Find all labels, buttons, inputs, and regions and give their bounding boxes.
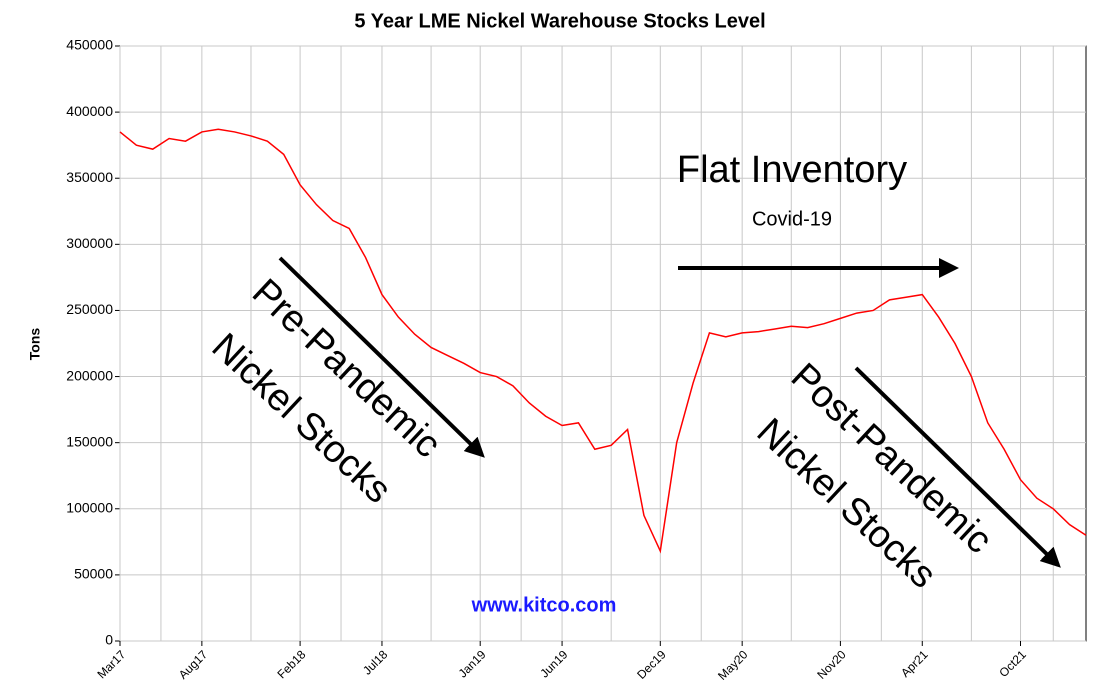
x-tick-label: Apr21 bbox=[898, 647, 931, 680]
y-tick-label: 0 bbox=[105, 632, 113, 648]
x-tick-label: Jan19 bbox=[456, 647, 489, 680]
x-tick-label: Mar17 bbox=[94, 647, 128, 681]
arrow bbox=[278, 256, 485, 458]
y-tick-label: 450000 bbox=[66, 37, 113, 53]
x-tick-label: Jul18 bbox=[360, 647, 390, 677]
y-tick-label: 150000 bbox=[66, 433, 113, 449]
arrow bbox=[854, 366, 1061, 568]
x-tick-label: Oct21 bbox=[996, 647, 1029, 680]
data-line bbox=[119, 128, 1087, 554]
y-tick-label: 350000 bbox=[66, 169, 113, 185]
chart-title: 5 Year LME Nickel Warehouse Stocks Level bbox=[354, 10, 765, 32]
x-tick-label: Aug17 bbox=[176, 647, 211, 682]
annotation: Covid-19 bbox=[752, 208, 832, 230]
y-tick-label: 200000 bbox=[66, 367, 113, 383]
x-tick-label: Nov20 bbox=[814, 647, 849, 682]
y-tick-label: 250000 bbox=[66, 301, 113, 317]
y-axis-label: Tons bbox=[27, 328, 43, 361]
y-tick-label: 300000 bbox=[66, 235, 113, 251]
x-tick-label: Jun19 bbox=[537, 647, 570, 680]
plot-area bbox=[119, 45, 1087, 642]
y-tick-label: 100000 bbox=[66, 499, 113, 515]
y-tick-label: 400000 bbox=[66, 103, 113, 119]
x-tick-label: May20 bbox=[715, 647, 751, 683]
x-tick-label: Feb18 bbox=[275, 647, 309, 681]
y-tick-label: 50000 bbox=[74, 566, 113, 582]
annotation: Flat Inventory bbox=[677, 149, 907, 191]
x-tick-label: Dec19 bbox=[634, 647, 669, 682]
watermark: www.kitco.com bbox=[471, 594, 617, 616]
